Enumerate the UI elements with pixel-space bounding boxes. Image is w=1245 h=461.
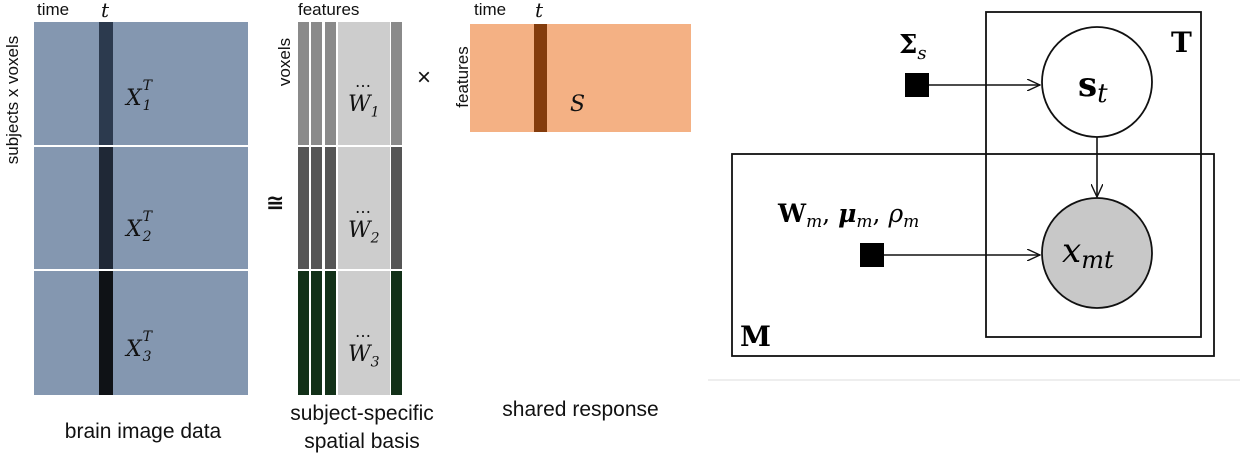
shared-time-stripe xyxy=(534,24,547,132)
w2-column xyxy=(298,147,309,269)
time-label-right: time xyxy=(474,0,507,19)
time-stripe-3 xyxy=(99,271,113,395)
plate-m xyxy=(731,153,1215,357)
w3-column xyxy=(325,271,336,395)
w3-grey-area xyxy=(338,271,390,395)
w1-column xyxy=(391,22,402,145)
subjects-voxels-axis-label: subjects x voxels xyxy=(3,35,22,165)
w2-label: W2 xyxy=(348,218,380,247)
w3-column xyxy=(391,271,402,395)
plate-t-label: T xyxy=(1171,26,1192,59)
s-t-label: st xyxy=(1078,65,1108,109)
plate-m-label: M xyxy=(740,320,771,353)
time-label-left: time xyxy=(37,0,70,19)
spatial-basis-caption-line1: subject-specific xyxy=(290,402,434,425)
w2-dots: … xyxy=(355,198,371,217)
s-matrix-label: S xyxy=(570,92,586,117)
t-label-left: t xyxy=(101,0,110,22)
w1-column xyxy=(325,22,336,145)
shared-response-matrix: S xyxy=(470,24,691,132)
w2-grey-area xyxy=(338,147,390,269)
voxels-axis-label: voxels xyxy=(275,37,294,87)
time-stripe-1 xyxy=(99,22,113,145)
features-label-middle: features xyxy=(298,0,360,19)
time-stripe-2 xyxy=(99,147,113,269)
approx-symbol: ≅ xyxy=(266,190,285,215)
t-label-right: t xyxy=(535,0,544,22)
w3-label: W3 xyxy=(348,342,380,371)
params-label: Wm, μm, ρm xyxy=(777,199,919,232)
w1-dots: … xyxy=(355,72,371,91)
w3-dots: … xyxy=(355,322,371,341)
w2-column xyxy=(311,147,322,269)
params-factor-square xyxy=(860,243,884,267)
w1-column xyxy=(298,22,309,145)
times-symbol: × xyxy=(417,64,432,91)
w1-grey-area xyxy=(338,22,390,145)
sigma-s-label: Σs xyxy=(899,30,927,64)
x-mt-label: xmt xyxy=(1062,231,1114,274)
w2-column xyxy=(391,147,402,269)
w1-column xyxy=(311,22,322,145)
w3-column xyxy=(298,271,309,395)
w2-column xyxy=(325,147,336,269)
w1-label: W1 xyxy=(348,92,380,121)
plate-t xyxy=(985,11,1202,338)
spatial-basis-caption-line2: spatial basis xyxy=(304,430,420,453)
w3-column xyxy=(311,271,322,395)
graphical-model: st xmt Σs Wm, μm, ρm T M xyxy=(708,11,1240,381)
x-mt-node xyxy=(1041,197,1153,309)
brain-image-data-caption: brain image data xyxy=(64,420,222,443)
shared-response-caption: shared response xyxy=(502,398,659,421)
sigma-factor-square xyxy=(905,73,929,97)
